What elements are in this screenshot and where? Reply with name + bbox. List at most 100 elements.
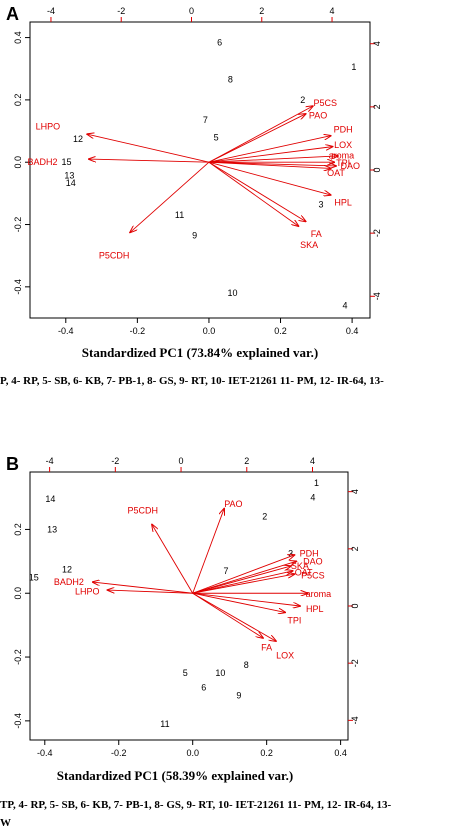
panel-a-loading-label: P5CDH	[99, 251, 130, 261]
panel-a-y-tick-label: 0.4	[13, 31, 23, 44]
panel-a-observation-label: 5	[214, 132, 219, 142]
panel-b-right-tick-label: -2	[350, 659, 360, 667]
panel-a-loading-label: DAO	[341, 161, 361, 171]
panel-a-loading-arrow	[130, 161, 210, 232]
panel-b-x-tick-label: 0.2	[260, 748, 273, 758]
panel-a-observation-label: 3	[318, 199, 323, 209]
panel-a-right-tick-label: 2	[372, 104, 382, 109]
panel-b-plot-frame	[29, 471, 349, 741]
panel-b-observation-label: 3	[288, 548, 293, 558]
panel-a: -0.4 -0.2 0.0 0.2 0.4 -0.4 -0.2 0.0 0.2 0.4 -4 -2 0 2…	[13, 6, 382, 336]
panel-b-loading-arrow	[192, 509, 224, 594]
panel-b-loading-arrow	[152, 525, 194, 594]
panel-a-y-tick-label: -0.4	[13, 279, 23, 295]
panel-b-observation-label: 2	[262, 512, 267, 522]
panel-b-observation-label: 15	[29, 572, 39, 582]
panel-a-loading-arrow	[208, 161, 336, 166]
panel-b-y-tick-label: 0.2	[13, 523, 23, 536]
panel-b-loading-label: TPI	[287, 615, 301, 625]
panel-b-loading-label: PAO	[224, 499, 242, 509]
panel-a-xlabel: Standardized PC1 (73.84% explained var.)	[82, 345, 318, 360]
panel-a-x-tick-label: 0.4	[346, 326, 359, 336]
panel-b-loading-arrow	[192, 592, 285, 612]
panel-a-loading-label: PDH	[334, 124, 353, 134]
panel-a-x-tick-label: -0.2	[130, 326, 146, 336]
panel-a-observation-label: 11	[175, 210, 184, 220]
panel-b-top-tick-label: 2	[244, 456, 249, 466]
panel-b-observation-label: 13	[47, 524, 57, 534]
panel-b-loading-label: OAT	[295, 568, 313, 578]
panel-b-observation-label: 10	[215, 668, 225, 678]
panel-b-loading-label: LHPO	[75, 587, 100, 597]
panel-a-observation-label: 15	[61, 157, 71, 167]
panel-a-loading-label: LOX	[334, 140, 352, 150]
panel-b-top-tick-label: 4	[310, 456, 315, 466]
panel-b-loading-arrow	[192, 574, 295, 594]
panel-a-loading-label: HPL	[334, 198, 352, 208]
panel-a-loading-arrow	[87, 134, 210, 163]
panel-b-label: B	[6, 454, 19, 474]
panel-a-loading-label: BADH2	[28, 157, 58, 167]
panel-a-top-tick-label: 2	[259, 6, 264, 16]
panel-a-right-tick-label: -2	[372, 229, 382, 237]
panel-b-loading-arrow	[192, 592, 276, 641]
panel-b-loading-arrow	[192, 592, 263, 638]
panel-a-top-tick-label: -4	[47, 6, 55, 16]
panel-b-loading-label: BADH2	[54, 577, 84, 587]
panel-a-observation-label: 6	[217, 37, 222, 47]
panel-b-observation-label: 8	[244, 660, 249, 670]
panel-b-observation-label: 6	[201, 682, 206, 692]
panel-b-right-tick-label: 4	[350, 489, 360, 494]
panel-b-loading-label: PDH	[300, 548, 319, 558]
panel-a-caption: P, 4- RP, 5- SB, 6- KB, 7- PB-1, 8- GS, …	[0, 375, 384, 387]
panel-a-observation-label: 14	[66, 178, 76, 188]
panel-a-loading-label: TPI	[336, 158, 350, 168]
panel-a-observation-label: 1	[351, 62, 356, 72]
panel-b-caption-line2: W	[0, 817, 11, 829]
panel-a-observation-label: 10	[228, 288, 238, 298]
panel-b-top-tick-label: 0	[179, 456, 184, 466]
panel-b-loading-label: P5CDH	[128, 505, 159, 515]
panel-a-right-tick-label: 0	[372, 167, 382, 172]
panel-a-top-tick-label: -2	[117, 6, 125, 16]
panel-a-loading-arrow	[208, 136, 331, 163]
panel-b-observation-label: 9	[236, 690, 241, 700]
panel-a-observation-label: 4	[342, 301, 347, 311]
panel-a-y-tick-label: 0.2	[13, 94, 23, 107]
panel-b-x-tick-label: 0.0	[186, 748, 199, 758]
panel-a-loading-arrow	[208, 114, 306, 163]
panel-b-observation-label: 12	[62, 564, 72, 574]
panel-a-loading-arrow	[89, 159, 209, 163]
panel-a-x-tick-label: -0.4	[58, 326, 74, 336]
panel-b-observation-label: 11	[160, 719, 169, 729]
panel-b-loading-label: LOX	[276, 650, 294, 660]
panel-a-loading-label: LHPO	[36, 121, 61, 131]
panel-a-right-tick-label: 4	[372, 41, 382, 46]
panel-b-loading-label: P5CS	[301, 571, 325, 581]
panel-a-loading-arrow	[208, 161, 306, 221]
panel-b-loading-arrow	[192, 555, 295, 594]
panel-b-top-tick-label: -2	[111, 456, 119, 466]
panel-a-loading-label: OAT	[327, 168, 345, 178]
panel-b-xlabel: Standardized PC1 (58.39% explained var.)	[57, 768, 293, 783]
panel-a-observation-label: 13	[64, 170, 74, 180]
panel-b-loading-arrow	[93, 582, 193, 594]
panel-a-top-tick-label: 4	[330, 6, 335, 16]
panel-b-x-tick-label: 0.4	[334, 748, 347, 758]
panel-b-observation-label: 1	[314, 478, 319, 488]
panel-a-loading-arrow	[208, 161, 331, 195]
panel-a-loading-label: FA	[311, 229, 322, 239]
panel-b-y-tick-label: -0.4	[13, 713, 23, 729]
panel-b-observation-label: 4	[310, 493, 315, 503]
panel-b-y-tick-label: 0.0	[13, 587, 23, 600]
panel-a-loading-arrow	[208, 156, 338, 163]
panel-a-loading-label: aroma	[329, 150, 355, 160]
panel-b-right-tick-label: 2	[350, 546, 360, 551]
panel-a-top-tick-label: 0	[189, 6, 194, 16]
panel-b-loading-arrow	[192, 566, 291, 594]
panel-a-observation-label: 8	[228, 75, 233, 85]
panel-b-loading-arrow	[108, 590, 193, 594]
panel-a-x-tick-label: 0.0	[203, 326, 216, 336]
panel-a-loading-label: SKA	[300, 240, 318, 250]
